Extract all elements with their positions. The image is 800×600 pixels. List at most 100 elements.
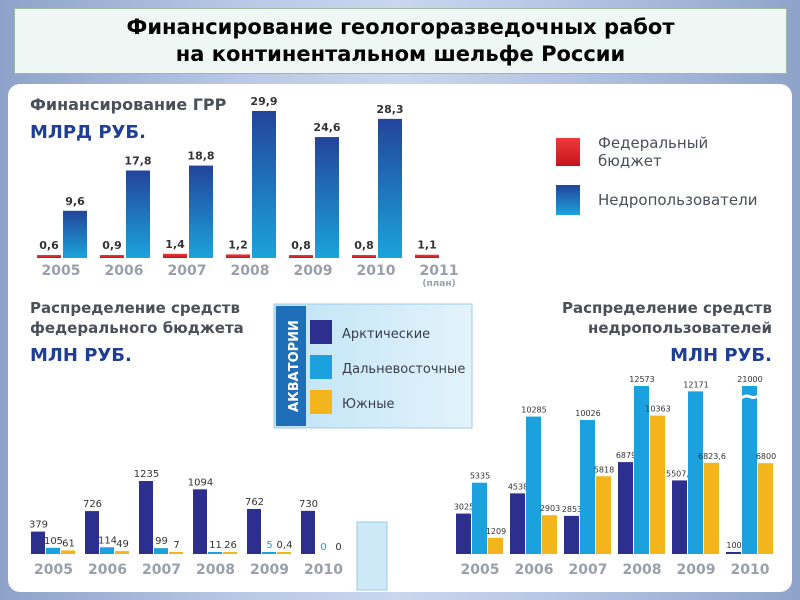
arctic-bar (139, 481, 153, 554)
legend-label-federal-line-2: бюджет (598, 152, 662, 170)
region-legend-vertical-label: АКВАТОРИИ (287, 320, 302, 412)
region-label-arctic: Арктические (342, 327, 430, 342)
fareast-bar-label: 105 (44, 536, 63, 547)
fareast-bar-label: 10026 (575, 409, 600, 418)
year-tick-label: 2005 (34, 562, 73, 578)
arctic-bar-label: 1235 (134, 469, 159, 480)
grr-chart-unit: МЛРД РУБ. (30, 122, 146, 143)
arctic-bar (301, 510, 315, 554)
arctic-bar-label: 3025 (454, 503, 474, 512)
fareast-bar (472, 482, 487, 554)
arctic-bar-label: 6879 (616, 451, 636, 460)
arctic-bar-label: 2853 (562, 505, 582, 514)
users-bar-label: 29,9 (250, 95, 277, 108)
legend-label-users: Недропользователи (598, 191, 757, 209)
fareast-bar (688, 391, 703, 554)
arctic-bar (456, 513, 471, 554)
year-tick-label: 2007 (142, 562, 181, 578)
south-bar-label: 2903 (540, 504, 560, 513)
region-legend-box (273, 303, 473, 429)
year-tick-label: 2010 (731, 562, 770, 578)
arctic-bar-label: 730 (299, 499, 318, 510)
users-bar-label: 24,6 (313, 121, 340, 134)
south-bar (488, 537, 503, 554)
fed-dist-title-line-1: Распределение средств (30, 299, 240, 317)
arctic-bar (193, 489, 207, 554)
region-swatch-south (310, 390, 332, 414)
region-label-fareast: Дальневосточные (342, 362, 465, 377)
arctic-bar (726, 552, 741, 554)
fareast-bar-label: 12573 (629, 375, 654, 384)
south-bar (596, 476, 611, 554)
arctic-bar-label: 762 (245, 497, 264, 508)
fareast-bar-label: 114 (98, 535, 117, 546)
fareast-bar-label: 12171 (683, 380, 708, 389)
south-bar (758, 463, 773, 554)
fareast-bar (154, 548, 168, 554)
year-tick-label: 2008 (196, 562, 235, 578)
slide-title-line-2: на континентальном шельфе России (175, 42, 626, 66)
federal-bar-label: 0,8 (354, 239, 374, 252)
users-dist-title-line-2: недропользователей (588, 319, 772, 337)
federal-bar-label: 1,1 (417, 239, 437, 252)
fareast-bar (100, 547, 114, 554)
year-tick-label: 2007 (569, 562, 608, 578)
legend-swatch-users (556, 185, 580, 215)
fareast-bar-label: 99 (155, 536, 168, 547)
south-bar-label: 1209 (486, 527, 506, 536)
south-bar-label: 0,4 (277, 540, 293, 551)
region-swatch-fareast (310, 355, 332, 379)
fed-dist-bar-chart: 379 105 61 2005 726 114 49 2006 1235 99 7 2007 1094 1… (29, 469, 343, 578)
south-bar-label: 61 (62, 538, 75, 549)
year-tick-label: 2006 (88, 562, 127, 578)
fareast-bar (634, 386, 649, 554)
federal-bar (226, 254, 250, 258)
arctic-bar-label: 1094 (188, 477, 213, 488)
year-tick-label: 2007 (168, 263, 207, 279)
year-tick-label: 2006 (105, 263, 144, 279)
fareast-bar-label: 5335 (470, 472, 490, 481)
users-bar (315, 137, 339, 258)
fareast-bar (262, 552, 276, 554)
arctic-bar (31, 531, 45, 554)
year-tick-label: 2010 (357, 263, 396, 279)
south-bar (542, 515, 557, 554)
users-bar-label: 9,6 (65, 195, 85, 208)
south-bar (115, 551, 129, 554)
fareast-bar (526, 416, 541, 554)
fareast-bar (46, 547, 60, 554)
region-label-south: Южные (342, 397, 395, 412)
year-tick-label: 2006 (515, 562, 554, 578)
arctic-bar (672, 480, 687, 554)
federal-bar (352, 255, 376, 258)
region-legend: АКВАТОРИИ Арктические Дальневосточные Юж… (273, 303, 473, 429)
fareast-bar (208, 552, 222, 554)
legend-swatch-federal (556, 138, 580, 166)
federal-bar (37, 255, 61, 258)
south-bar (169, 552, 183, 554)
users-dist-title-line-1: Распределение средств (562, 299, 772, 317)
federal-bar (415, 254, 439, 258)
federal-bar (289, 255, 313, 258)
users-bar-label: 28,3 (376, 103, 403, 116)
federal-bar-label: 1,2 (228, 238, 248, 251)
year-tick-label: 2008 (623, 562, 662, 578)
fareast-bar (580, 420, 595, 554)
federal-bar-label: 0,6 (39, 239, 59, 252)
slide-title-line-1: Финансирование геологоразведочных работ (126, 15, 675, 39)
users-bar-label: 17,8 (124, 154, 151, 167)
year-tick-label: 2010 (304, 562, 343, 578)
arctic-bar-label: 379 (29, 520, 48, 531)
users-bar (63, 210, 87, 258)
south-bar-label: 6823,6 (698, 452, 726, 461)
south-bar (650, 415, 665, 554)
federal-bar (100, 255, 124, 258)
south-bar-label: 0 (335, 542, 341, 553)
federal-bar-label: 1,4 (165, 238, 185, 251)
arctic-bar (247, 508, 261, 554)
arctic-bar (510, 493, 525, 554)
fareast-bar-label: 5 (266, 540, 272, 551)
users-bar (189, 165, 213, 258)
south-bar-label: 5818 (594, 465, 614, 474)
